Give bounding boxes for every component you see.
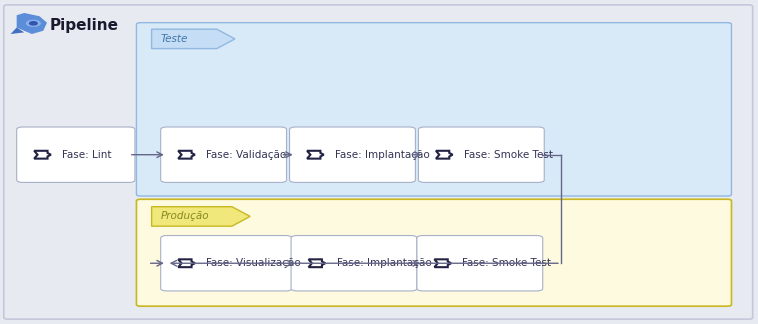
Circle shape [30, 22, 37, 25]
Polygon shape [152, 207, 250, 226]
Text: Fase: Validação: Fase: Validação [206, 150, 287, 160]
Text: Fase: Smoke Test: Fase: Smoke Test [464, 150, 553, 160]
FancyBboxPatch shape [4, 5, 753, 319]
Text: Fase: Lint: Fase: Lint [62, 150, 111, 160]
Text: Fase: Visualização: Fase: Visualização [206, 258, 301, 268]
Polygon shape [152, 29, 235, 49]
Text: Produção: Produção [161, 212, 209, 221]
FancyBboxPatch shape [136, 23, 731, 196]
Text: Teste: Teste [161, 34, 188, 44]
Text: Pipeline: Pipeline [49, 18, 118, 33]
FancyBboxPatch shape [17, 127, 135, 182]
Polygon shape [11, 28, 24, 34]
Text: Fase: Implantação: Fase: Implantação [337, 258, 431, 268]
Text: Fase: Implantação: Fase: Implantação [335, 150, 430, 160]
FancyBboxPatch shape [136, 199, 731, 306]
FancyBboxPatch shape [417, 236, 543, 291]
FancyBboxPatch shape [291, 236, 417, 291]
FancyBboxPatch shape [418, 127, 544, 182]
Polygon shape [17, 13, 47, 34]
Text: Fase: Smoke Test: Fase: Smoke Test [462, 258, 551, 268]
FancyBboxPatch shape [161, 127, 287, 182]
FancyBboxPatch shape [290, 127, 415, 182]
FancyBboxPatch shape [161, 236, 292, 291]
Circle shape [27, 20, 40, 26]
